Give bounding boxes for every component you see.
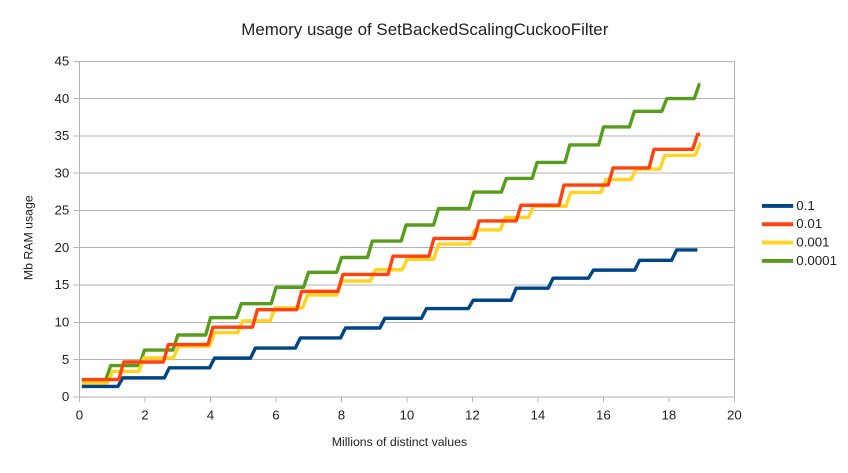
svg-text:16: 16 [596, 408, 611, 423]
svg-text:Memory usage of SetBackedScali: Memory usage of SetBackedScalingCuckooFi… [241, 20, 608, 39]
svg-text:0: 0 [76, 408, 83, 423]
svg-text:0.0001: 0.0001 [796, 253, 837, 268]
svg-text:0.01: 0.01 [796, 216, 822, 231]
svg-text:25: 25 [55, 203, 70, 218]
svg-text:35: 35 [55, 128, 70, 143]
svg-text:0: 0 [62, 389, 69, 404]
svg-text:45: 45 [55, 54, 70, 69]
svg-text:40: 40 [55, 91, 70, 106]
svg-text:20: 20 [727, 408, 742, 423]
svg-text:12: 12 [465, 408, 480, 423]
svg-text:6: 6 [272, 408, 279, 423]
svg-text:30: 30 [55, 165, 70, 180]
svg-text:5: 5 [62, 352, 69, 367]
svg-text:8: 8 [338, 408, 345, 423]
svg-text:10: 10 [55, 315, 70, 330]
svg-text:10: 10 [400, 408, 415, 423]
svg-text:20: 20 [55, 240, 70, 255]
svg-text:2: 2 [141, 408, 148, 423]
svg-text:18: 18 [662, 408, 677, 423]
svg-text:4: 4 [207, 408, 214, 423]
svg-text:14: 14 [531, 408, 546, 423]
svg-text:Mb RAM usage: Mb RAM usage [22, 195, 36, 280]
svg-text:0.1: 0.1 [796, 198, 815, 213]
svg-text:Millions of distinct values: Millions of distinct values [332, 435, 467, 449]
svg-text:15: 15 [55, 277, 70, 292]
svg-text:0.001: 0.001 [796, 235, 829, 250]
